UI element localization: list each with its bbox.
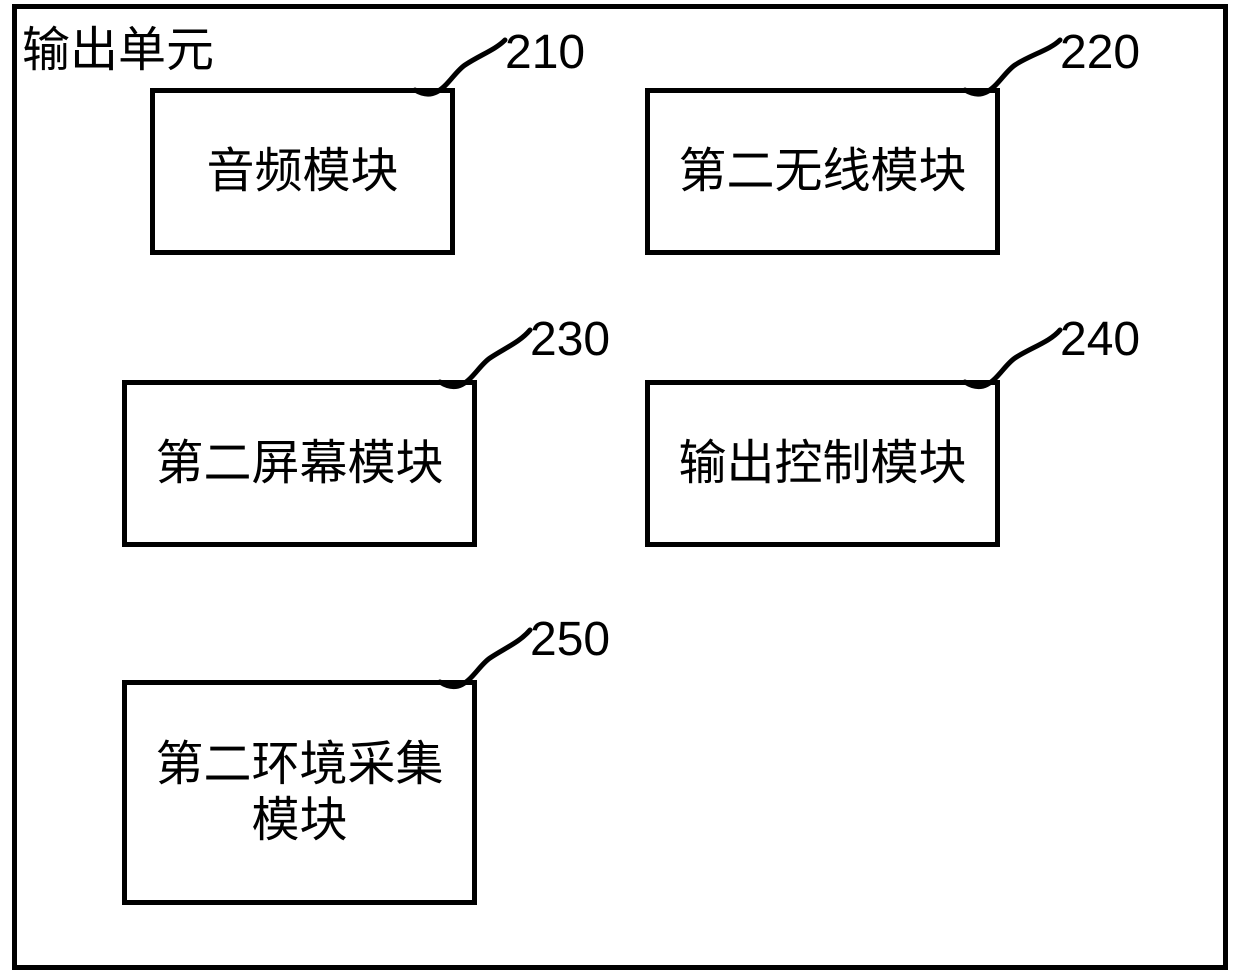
- module-second-wireless: 第二无线模块: [645, 88, 1000, 255]
- module-label-line1: 第二环境采集: [155, 738, 443, 791]
- connector-250: [435, 620, 535, 700]
- diagram-canvas: 输出单元 音频模块 210 第二无线模块 220 第二屏幕模块 230 输出控制…: [0, 0, 1240, 979]
- module-label: 第二无线模块: [678, 144, 966, 199]
- ref-label-250: 250: [530, 612, 610, 667]
- module-output-control: 输出控制模块: [645, 380, 1000, 547]
- module-label: 音频模块: [206, 144, 398, 199]
- connector-210: [410, 30, 510, 110]
- module-second-env-capture: 第二环境采集 模块: [122, 680, 477, 905]
- module-audio: 音频模块: [150, 88, 455, 255]
- connector-220: [960, 30, 1065, 110]
- connector-240: [960, 320, 1065, 400]
- module-label: 第二屏幕模块: [155, 436, 443, 491]
- outer-unit-title: 输出单元: [22, 10, 214, 80]
- module-second-screen: 第二屏幕模块: [122, 380, 477, 547]
- ref-label-210: 210: [505, 25, 585, 80]
- ref-label-230: 230: [530, 312, 610, 367]
- ref-label-240: 240: [1060, 312, 1140, 367]
- module-label-line2: 模块: [251, 794, 347, 847]
- module-label: 输出控制模块: [678, 436, 966, 491]
- ref-label-220: 220: [1060, 25, 1140, 80]
- module-label: 第二环境采集 模块: [155, 737, 443, 847]
- connector-230: [435, 320, 535, 400]
